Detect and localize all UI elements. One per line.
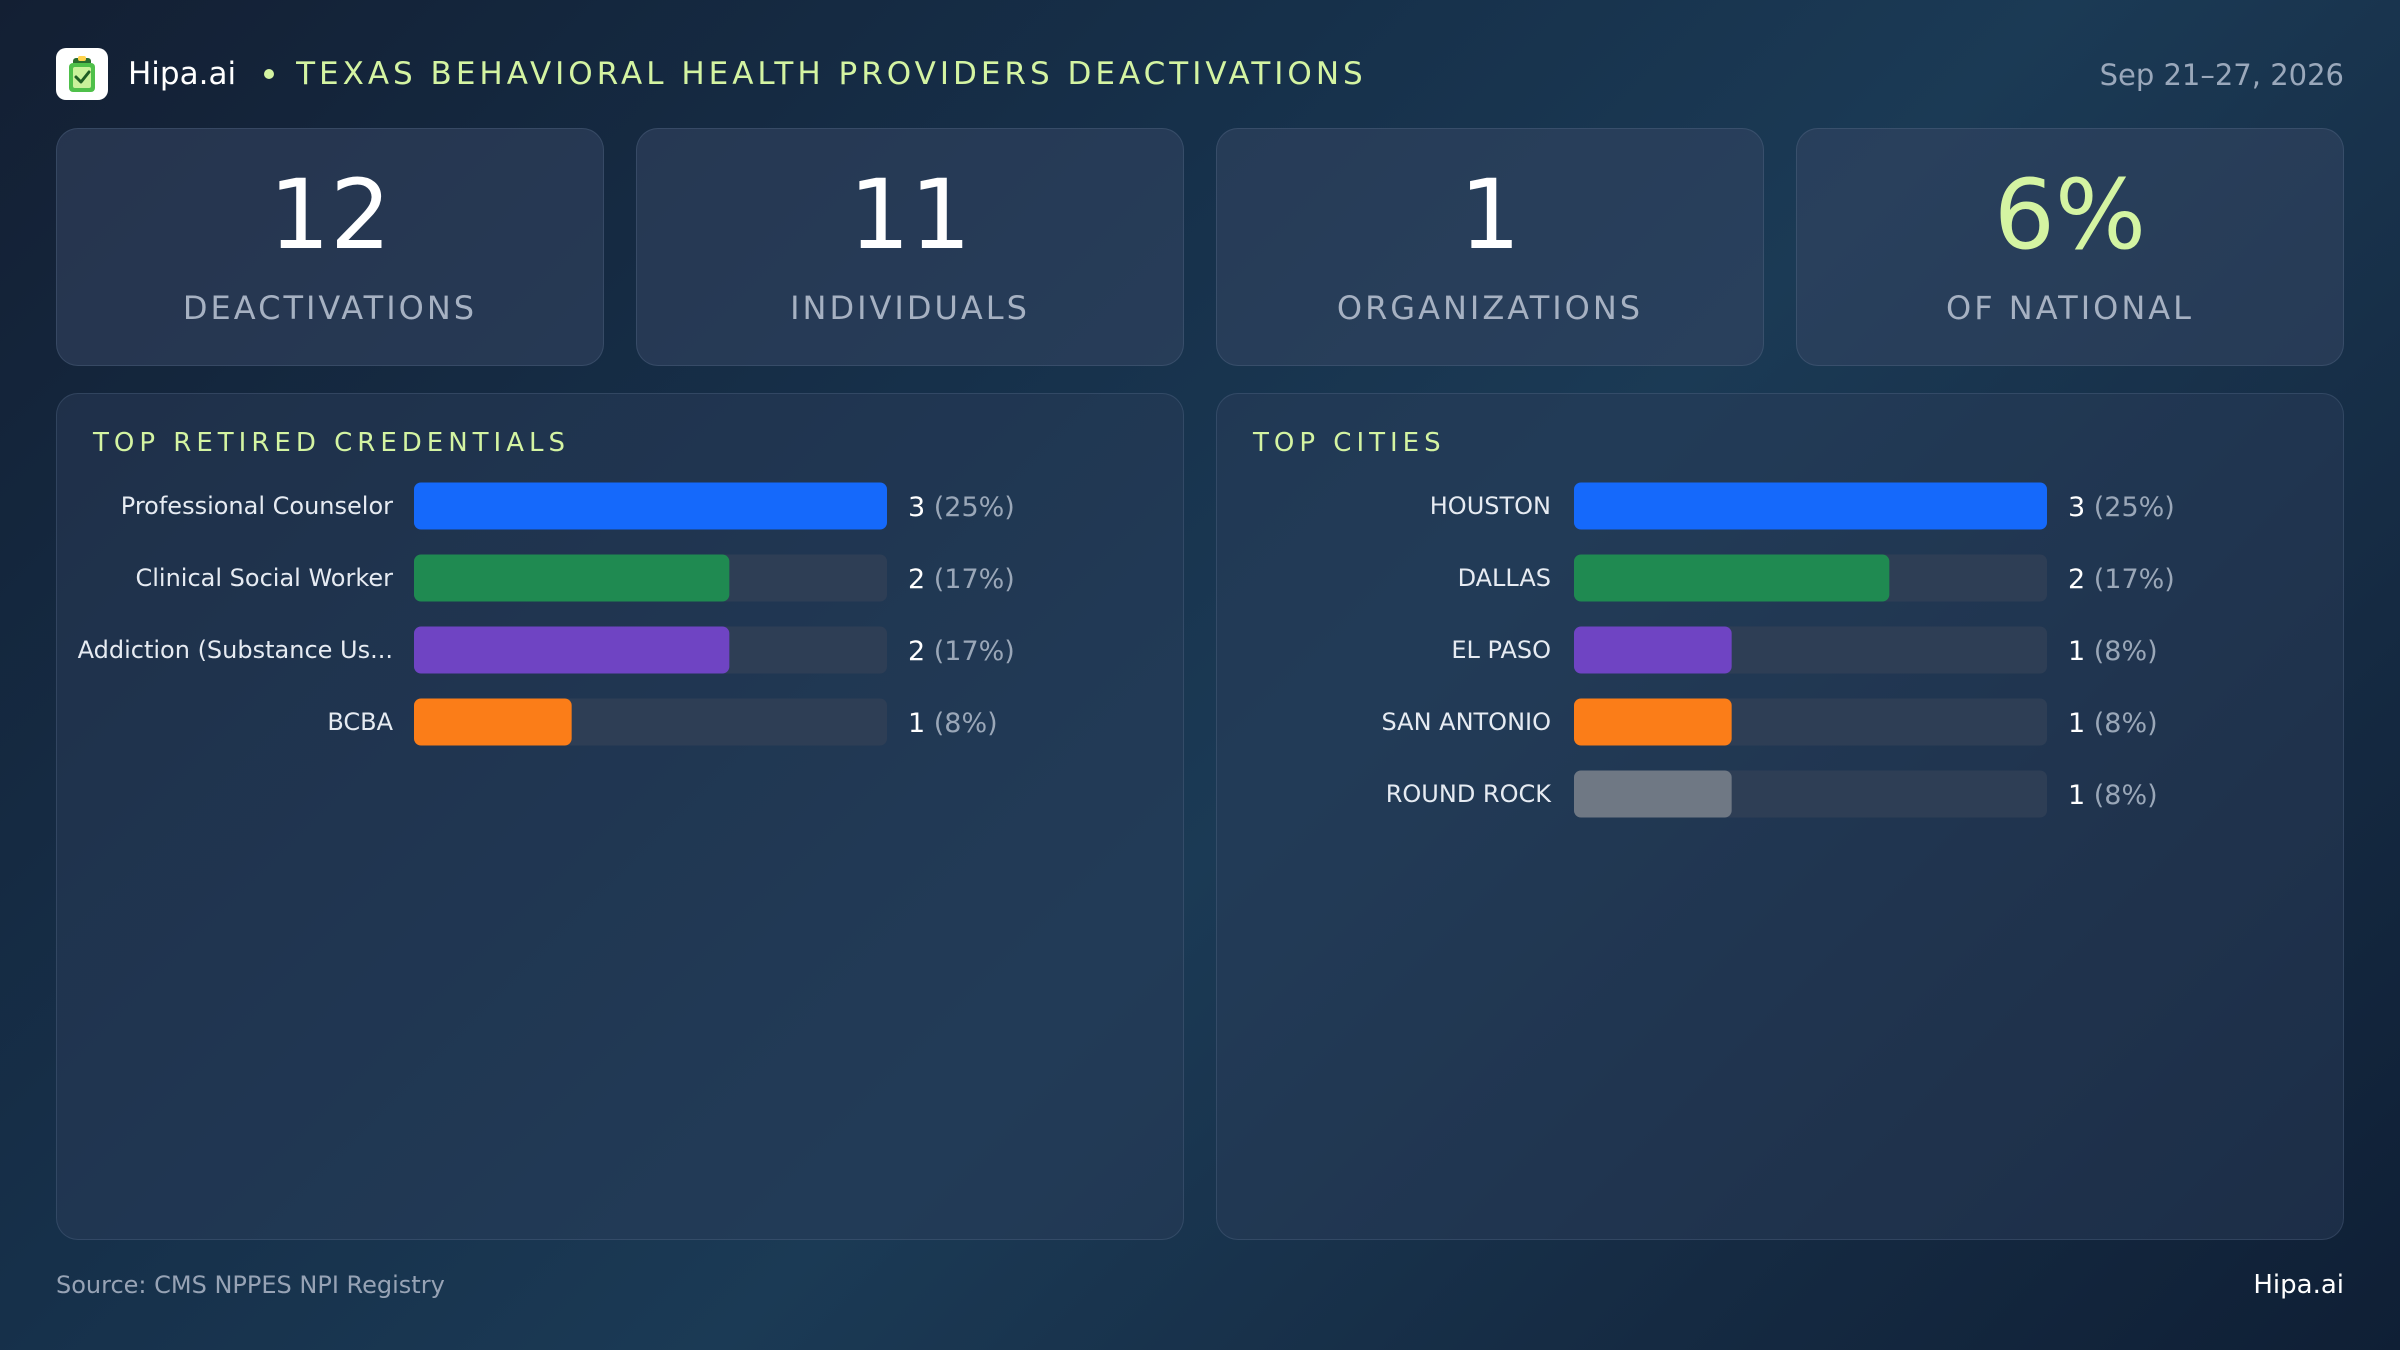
logo bbox=[56, 48, 108, 100]
stat-label: OF NATIONAL bbox=[1946, 289, 2194, 327]
cities-panel: TOP CITIES HOUSTON 3 (25%) DALLAS 2 (17%) EL… bbox=[1216, 393, 2344, 1240]
value-label: 1 (8%) bbox=[2068, 708, 2158, 739]
value-label: 2 (17%) bbox=[908, 564, 1015, 595]
percent-label: (17%) bbox=[2094, 564, 2175, 595]
value-label: 1 (8%) bbox=[2068, 636, 2158, 667]
category-label: Clinical Social Worker bbox=[135, 564, 393, 592]
bar bbox=[1574, 554, 1890, 602]
credentials-bar-chart: Professional Counselor 3 (25%) Clinical So… bbox=[78, 482, 1015, 746]
percent-label: (25%) bbox=[2094, 492, 2175, 523]
percent-label: (25%) bbox=[934, 492, 1015, 523]
value-label: 1 (8%) bbox=[908, 708, 998, 739]
stat-label: ORGANIZATIONS bbox=[1336, 289, 1644, 327]
stat-value: 6% bbox=[1993, 159, 2147, 271]
percent-label: (8%) bbox=[2094, 780, 2158, 811]
category-label: SAN ANTONIO bbox=[1381, 708, 1551, 736]
stat-card-organizations: 1 ORGANIZATIONS bbox=[1216, 128, 1764, 366]
stat-value: 11 bbox=[848, 159, 972, 271]
percent-label: (17%) bbox=[934, 636, 1015, 667]
panel-title: TOP RETIRED CREDENTIALS bbox=[93, 428, 570, 458]
separator-dot bbox=[264, 69, 275, 79]
category-label: HOUSTON bbox=[1430, 492, 1551, 520]
value-label: 2 (17%) bbox=[2068, 564, 2175, 595]
bar bbox=[1574, 482, 2047, 530]
bar bbox=[1574, 698, 1732, 746]
percent-label: (8%) bbox=[2094, 708, 2158, 739]
date-range: Sep 21–27, 2026 bbox=[2099, 58, 2344, 92]
value-label: 3 (25%) bbox=[2068, 492, 2175, 523]
value-label: 3 (25%) bbox=[908, 492, 1015, 523]
category-label: DALLAS bbox=[1458, 564, 1551, 592]
category-label: ROUND ROCK bbox=[1386, 780, 1553, 808]
panel-title: TOP CITIES bbox=[1253, 428, 1446, 458]
source-note: Source: CMS NPPES NPI Registry bbox=[56, 1271, 445, 1299]
header: Hipa.ai TEXAS BEHAVIORAL HEALTH PROVIDER… bbox=[56, 46, 2344, 102]
category-label: Addiction (Substance Us... bbox=[78, 636, 393, 664]
clipboard-check-icon bbox=[69, 56, 95, 92]
stat-label: INDIVIDUALS bbox=[790, 289, 1030, 327]
stat-card-deactivations: 12 DEACTIVATIONS bbox=[56, 128, 604, 366]
category-label: BCBA bbox=[327, 708, 393, 736]
percent-label: (17%) bbox=[934, 564, 1015, 595]
percent-label: (8%) bbox=[2094, 636, 2158, 667]
bar bbox=[1574, 626, 1732, 674]
category-label: EL PASO bbox=[1451, 636, 1551, 664]
stat-value: 1 bbox=[1459, 159, 1521, 271]
page-title: TEXAS BEHAVIORAL HEALTH PROVIDERS DEACTI… bbox=[296, 56, 1367, 92]
stat-card-national-share: 6% OF NATIONAL bbox=[1796, 128, 2344, 366]
bar bbox=[1574, 770, 1732, 818]
cities-bar-chart: HOUSTON 3 (25%) DALLAS 2 (17%) EL PASO 1 (8%)… bbox=[1381, 482, 2175, 818]
percent-label: (8%) bbox=[934, 708, 998, 739]
category-label: Professional Counselor bbox=[121, 492, 393, 520]
footer-brand: Hipa.ai bbox=[2253, 1270, 2344, 1300]
stat-card-individuals: 11 INDIVIDUALS bbox=[636, 128, 1184, 366]
bar bbox=[414, 554, 730, 602]
credentials-panel: TOP RETIRED CREDENTIALS Professional Cou… bbox=[56, 393, 1184, 1240]
value-label: 1 (8%) bbox=[2068, 780, 2158, 811]
value-label: 2 (17%) bbox=[908, 636, 1015, 667]
bar bbox=[414, 482, 887, 530]
stat-cards: 12 DEACTIVATIONS 11 INDIVIDUALS 1 ORGANI… bbox=[56, 128, 2344, 366]
bar bbox=[414, 698, 572, 746]
bar bbox=[414, 626, 730, 674]
stat-label: DEACTIVATIONS bbox=[182, 289, 478, 327]
brand-name: Hipa.ai bbox=[128, 56, 237, 92]
stat-value: 12 bbox=[268, 159, 392, 271]
